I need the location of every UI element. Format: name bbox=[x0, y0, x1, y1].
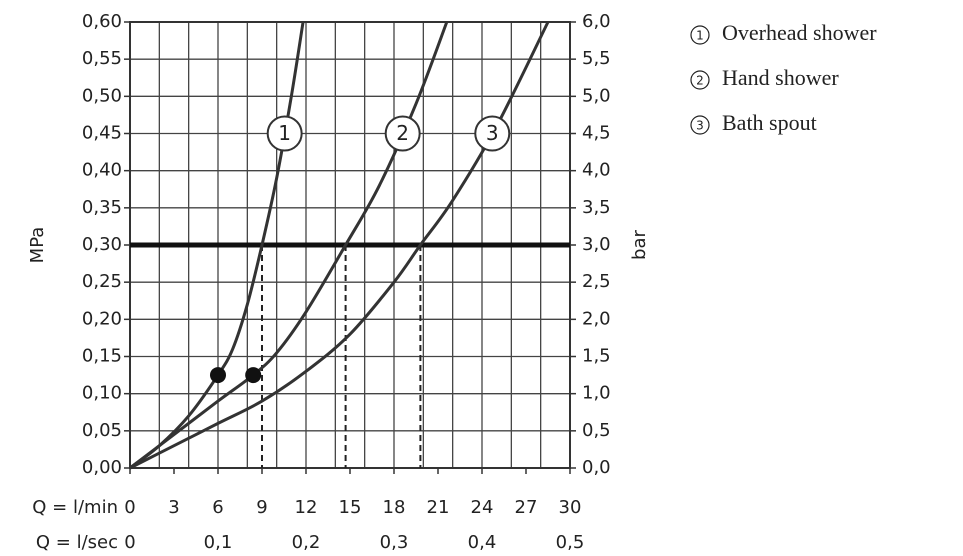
y-tick-label: 0,50 bbox=[82, 85, 122, 106]
legend-marker bbox=[690, 70, 710, 90]
y-tick-label: 0,55 bbox=[82, 48, 122, 69]
y2-tick-label: 1,0 bbox=[582, 383, 611, 404]
x-tick-label: 0 bbox=[124, 497, 135, 518]
x2-tick-label: 0 bbox=[124, 532, 135, 553]
y2-tick-label: 4,0 bbox=[582, 160, 611, 181]
x-tick-label: 21 bbox=[427, 497, 450, 518]
x2-tick-label: 0,1 bbox=[204, 532, 233, 553]
y2-axis-label: bar bbox=[629, 229, 650, 259]
y-tick-label: 0,10 bbox=[82, 383, 122, 404]
y-tick-label: 0,45 bbox=[82, 123, 122, 144]
x-tick-label: 15 bbox=[339, 497, 362, 518]
y2-tick-label: 3,0 bbox=[582, 234, 611, 255]
legend-marker bbox=[690, 25, 710, 45]
curve-label-circle bbox=[384, 115, 421, 152]
y2-tick-label: 3,5 bbox=[582, 197, 611, 218]
y-axis-label: MPa bbox=[27, 227, 48, 264]
legend-marker bbox=[690, 115, 710, 135]
y-tick-label: 0,20 bbox=[82, 308, 122, 329]
legend-marker-label: 3 bbox=[696, 119, 704, 133]
y-tick-label: 0,40 bbox=[82, 160, 122, 181]
curve-label-circle bbox=[474, 115, 511, 152]
x-tick-label: 24 bbox=[471, 497, 494, 518]
x-axis-label: Q = l/min bbox=[32, 497, 118, 518]
curve-label-circle bbox=[266, 115, 303, 152]
point bbox=[210, 367, 226, 384]
y-tick-label: 0,05 bbox=[82, 420, 122, 441]
x-tick-label: 3 bbox=[168, 497, 179, 518]
y-tick-label: 0,15 bbox=[82, 346, 122, 367]
curve bbox=[129, 21, 550, 470]
y2-tick-label: 0,0 bbox=[582, 457, 611, 478]
y2-tick-label: 0,5 bbox=[582, 420, 611, 441]
y2-tick-label: 4,5 bbox=[582, 123, 611, 144]
y2-tick-label: 6,0 bbox=[582, 11, 611, 32]
x2-tick-label: 0,2 bbox=[292, 532, 321, 553]
x-tick-label: 12 bbox=[295, 497, 318, 518]
x-tick-label: 30 bbox=[559, 497, 582, 518]
x-tick-label: 18 bbox=[383, 497, 406, 518]
x2-tick-label: 0,4 bbox=[468, 532, 497, 553]
legend-marker-label: 1 bbox=[696, 29, 704, 43]
y2-tick-label: 5,0 bbox=[582, 85, 611, 106]
legend-label: Bath spout bbox=[722, 110, 817, 135]
y-tick-label: 0,00 bbox=[82, 457, 122, 478]
legend-marker-label: 2 bbox=[696, 74, 704, 88]
point bbox=[245, 367, 262, 384]
legend-label: Overhead shower bbox=[722, 20, 877, 45]
y2-tick-label: 1,5 bbox=[582, 346, 611, 367]
y2-tick-label: 2,0 bbox=[582, 308, 611, 329]
y-tick-label: 0,25 bbox=[82, 271, 122, 292]
y-tick-label: 0,30 bbox=[82, 234, 122, 255]
curve-label: 3 bbox=[486, 121, 499, 145]
legend-label: Hand shower bbox=[722, 65, 839, 90]
y2-tick-label: 2,5 bbox=[582, 271, 611, 292]
x2-tick-label: 0,5 bbox=[556, 532, 585, 553]
x-tick-label: 27 bbox=[515, 497, 538, 518]
x-tick-label: 6 bbox=[212, 497, 223, 518]
curve-label: 1 bbox=[278, 121, 291, 145]
y-tick-label: 0,35 bbox=[82, 197, 122, 218]
x-tick-label: 9 bbox=[256, 497, 267, 518]
x2-tick-label: 0,3 bbox=[380, 532, 409, 553]
x2-axis-label: Q = l/sec bbox=[36, 532, 118, 553]
y2-tick-label: 5,5 bbox=[582, 48, 611, 69]
curve-label: 2 bbox=[396, 121, 409, 145]
y-tick-label: 0,60 bbox=[82, 11, 122, 32]
